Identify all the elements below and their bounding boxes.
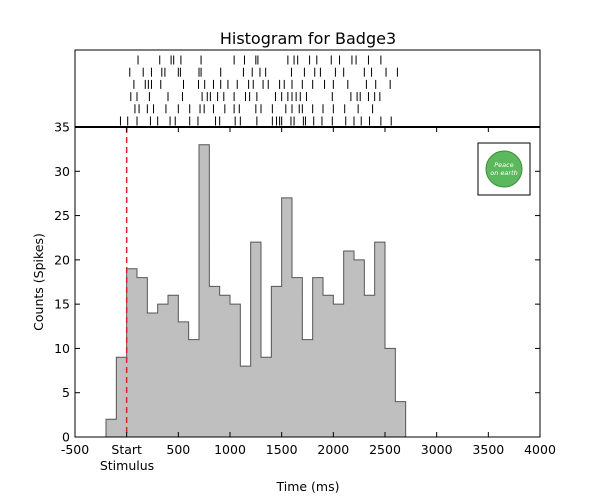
histogram-bin <box>178 322 188 437</box>
logo-text-line-1: Peace <box>494 161 513 169</box>
histogram-bars <box>106 145 406 437</box>
histogram-bin <box>240 366 250 437</box>
histogram-bin <box>116 357 126 437</box>
x-tick-label: 1000 <box>214 442 246 457</box>
histogram-bin <box>395 402 405 437</box>
histogram-bin <box>354 260 364 437</box>
x-tick-label: 1500 <box>266 442 298 457</box>
histogram-bin <box>302 340 312 437</box>
histogram-bin <box>333 304 343 437</box>
y-axis-ticks: 0 5 10 15 20 25 30 35 <box>54 120 540 445</box>
x-tick-label: 3000 <box>421 442 453 457</box>
histogram-bin <box>147 313 157 437</box>
histogram-bin <box>292 278 302 437</box>
histogram-bin <box>127 269 137 437</box>
x-tick-label: 4000 <box>524 442 556 457</box>
x-tick-label: 2000 <box>317 442 349 457</box>
y-tick-label: 0 <box>62 430 70 445</box>
y-tick-label: 20 <box>54 252 70 267</box>
inset-logo: Peace on earth <box>477 142 531 196</box>
x-tick-label: 3500 <box>472 442 504 457</box>
histogram-bin <box>251 242 261 437</box>
y-axis-label: Counts (Spikes) <box>31 233 46 331</box>
logo-text-line-2: on earth <box>490 169 518 177</box>
y-tick-label: 15 <box>54 297 70 312</box>
histogram-bin <box>230 304 240 437</box>
histogram-bin <box>375 242 385 437</box>
y-tick-label: 35 <box>54 120 70 135</box>
logo-badge-icon <box>485 150 523 188</box>
histogram-bin <box>137 278 147 437</box>
x-axis-label: Time (ms) <box>275 479 339 494</box>
x-tick-label: 500 <box>166 442 190 457</box>
histogram-bin <box>106 419 116 437</box>
histogram-bin <box>189 340 199 437</box>
raster-frame <box>74 49 541 128</box>
histogram-bin <box>158 304 168 437</box>
histogram-bin <box>261 357 271 437</box>
y-tick-label: 30 <box>54 164 70 179</box>
raster-panel <box>119 55 398 126</box>
y-tick-label: 5 <box>62 385 70 400</box>
x-tick-label: -500 <box>61 442 89 457</box>
histogram-bin <box>323 295 333 437</box>
x-tick-label: Start <box>111 442 142 457</box>
histogram-bin <box>364 295 374 437</box>
histogram-bin <box>199 145 209 437</box>
y-tick-label: 10 <box>54 341 70 356</box>
histogram-bin <box>168 295 178 437</box>
histogram-outline <box>105 144 407 437</box>
histogram-bin <box>313 278 323 437</box>
histogram-panel <box>105 144 407 437</box>
chart-title: Histogram for Badge3 <box>220 29 396 48</box>
histogram-bin <box>220 295 230 437</box>
histogram-bin <box>209 286 219 437</box>
y-tick-label: 25 <box>54 208 70 223</box>
x-tick-label: 2500 <box>369 442 401 457</box>
histogram-bin <box>344 251 354 437</box>
histogram-fill <box>106 144 406 437</box>
histogram-bin <box>271 286 281 437</box>
histogram-bin <box>282 198 292 437</box>
histogram-bin <box>385 348 395 437</box>
stimulus-label: Stimulus <box>100 458 154 473</box>
